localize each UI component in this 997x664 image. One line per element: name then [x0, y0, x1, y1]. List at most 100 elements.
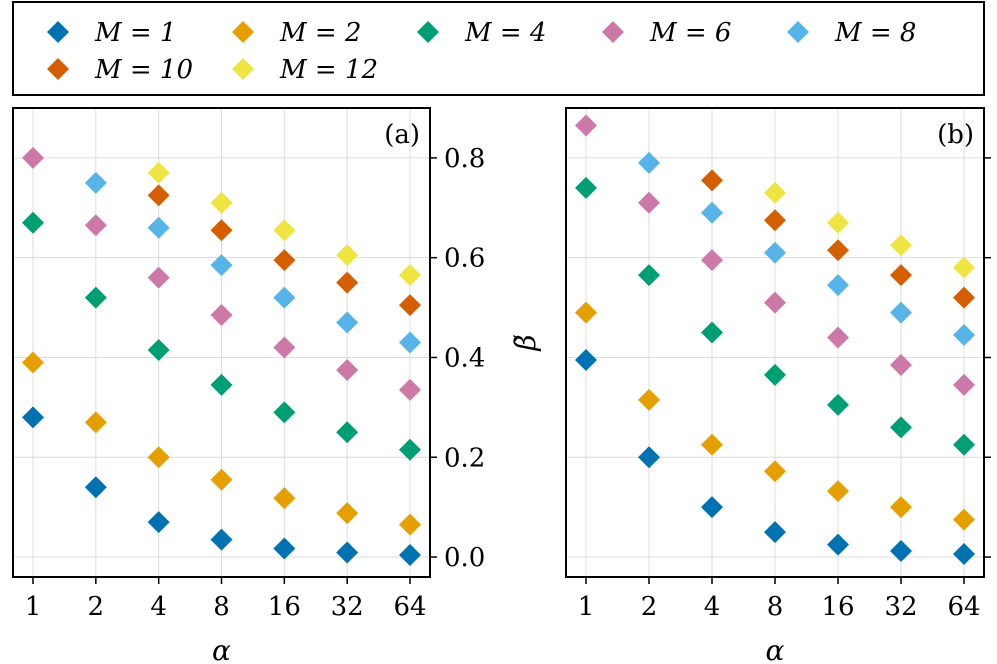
- y-axis-label: β̃: [509, 334, 542, 351]
- data-point: [701, 496, 723, 519]
- data-point: [336, 421, 359, 444]
- data-point: [147, 161, 170, 184]
- data-point: [827, 533, 849, 556]
- data-point: [210, 219, 233, 242]
- legend-label: M = 8: [834, 18, 916, 48]
- data-point: [575, 301, 597, 324]
- legend-marker: [47, 21, 69, 43]
- legend-marker: [47, 58, 69, 80]
- legend-marker: [232, 58, 254, 80]
- data-point: [22, 211, 44, 234]
- data-point: [890, 353, 912, 376]
- x-axis-label: α: [212, 634, 231, 664]
- x-tick-label: 1: [25, 592, 42, 622]
- y-tick-label: 0.6: [444, 244, 485, 274]
- legend-frame: [12, 1, 985, 96]
- data-point: [701, 169, 723, 192]
- data-point: [273, 487, 296, 510]
- data-point: [764, 521, 786, 544]
- data-point: [953, 508, 975, 531]
- y-tick-label: 0.2: [444, 443, 485, 473]
- data-point: [575, 348, 597, 371]
- data-point: [764, 291, 786, 314]
- data-point: [336, 358, 359, 381]
- x-tick-label: 8: [767, 592, 784, 622]
- data-point: [399, 378, 421, 401]
- x-tick-label: 4: [704, 592, 721, 622]
- y-tick-label: 0.0: [444, 543, 485, 573]
- legend-label: M = 6: [649, 18, 731, 48]
- data-point: [336, 244, 359, 267]
- data-point: [890, 234, 912, 257]
- x-tick-label: 16: [821, 592, 854, 622]
- data-point: [147, 338, 170, 361]
- data-point: [764, 181, 786, 204]
- legend-label: M = 12: [279, 55, 378, 85]
- data-point: [22, 351, 44, 374]
- data-point: [764, 209, 786, 232]
- x-tick-label: 2: [88, 592, 105, 622]
- data-point: [273, 537, 296, 560]
- data-point: [575, 176, 597, 199]
- data-point: [890, 540, 912, 563]
- data-point: [84, 476, 107, 499]
- x-axis-label: α: [766, 634, 785, 664]
- legend-label: M = 4: [464, 18, 546, 48]
- x-tick-label: 8: [213, 592, 230, 622]
- data-point: [827, 393, 849, 416]
- data-point: [953, 433, 975, 456]
- legend-label: M = 2: [279, 18, 361, 48]
- data-point: [701, 321, 723, 344]
- data-point: [575, 114, 597, 137]
- data-point: [827, 239, 849, 262]
- data-point: [210, 191, 233, 214]
- data-point: [827, 326, 849, 349]
- data-point: [273, 336, 296, 359]
- data-point: [336, 541, 359, 564]
- data-point: [210, 468, 233, 491]
- panel-b: 1 2 4 8 16 32 64 α (b): [565, 107, 991, 664]
- data-point: [638, 191, 660, 214]
- x-tick-label: 32: [331, 592, 364, 622]
- data-point: [827, 274, 849, 297]
- x-tick-label: 64: [393, 592, 426, 622]
- data-point: [210, 528, 233, 551]
- x-tick-label: 32: [884, 592, 917, 622]
- data-point: [399, 294, 421, 317]
- data-point: [147, 511, 170, 534]
- panel-label: (a): [384, 120, 420, 150]
- data-point: [890, 416, 912, 439]
- data-point: [701, 249, 723, 272]
- data-point: [273, 286, 296, 309]
- legend-label: M = 10: [94, 55, 193, 85]
- data-point: [764, 363, 786, 386]
- data-point: [147, 446, 170, 469]
- x-tick-label: 2: [641, 592, 658, 622]
- data-point: [890, 301, 912, 324]
- data-point: [210, 304, 233, 327]
- data-point: [638, 446, 660, 469]
- data-point: [399, 331, 421, 354]
- data-point: [399, 513, 421, 536]
- data-point: [336, 271, 359, 294]
- data-point: [764, 241, 786, 264]
- data-point: [953, 543, 975, 566]
- data-point: [953, 324, 975, 347]
- data-point: [953, 256, 975, 279]
- legend-marker: [787, 21, 809, 43]
- data-point: [638, 388, 660, 411]
- data-point: [273, 401, 296, 424]
- data-point: [827, 211, 849, 234]
- data-point: [147, 216, 170, 239]
- data-point: [638, 264, 660, 287]
- x-tick-label: 16: [268, 592, 301, 622]
- panel-a: 1 2 4 8 16 32 64 0.0 0.2 0.4 0.6 0.8 α (a) β̃: [12, 107, 542, 664]
- legend-marker: [417, 21, 439, 43]
- data-point: [399, 544, 421, 567]
- data-point: [147, 184, 170, 207]
- data-point: [210, 373, 233, 396]
- data-point: [84, 411, 107, 434]
- legend-marker: [602, 21, 624, 43]
- data-point: [890, 496, 912, 519]
- data-point: [399, 264, 421, 287]
